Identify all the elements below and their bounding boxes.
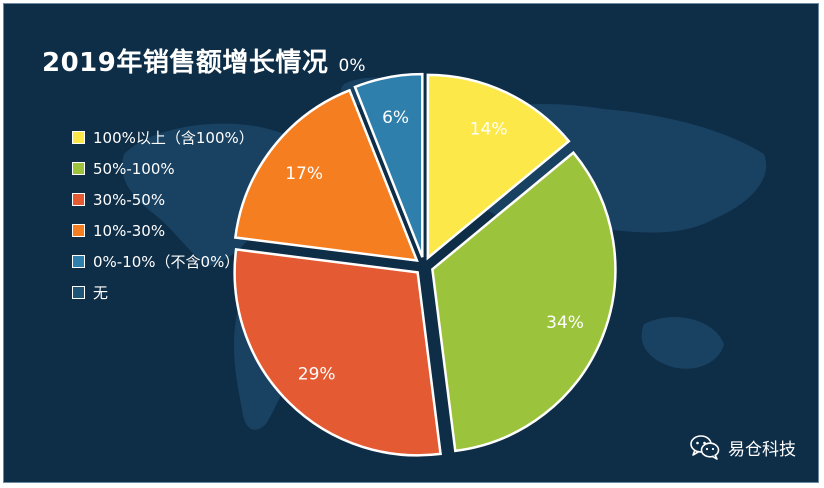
- legend-label: 无: [93, 284, 109, 302]
- legend-item: 0%-10%（不含0%）: [72, 246, 254, 277]
- legend-swatch: [72, 224, 85, 237]
- legend-swatch: [72, 286, 85, 299]
- legend-item: 50%-100%: [72, 153, 254, 184]
- pie-chart: 14% 34% 29% 17% 6% 0%: [233, 56, 617, 457]
- pie-slice: [431, 150, 617, 453]
- legend-swatch: [72, 193, 85, 206]
- legend-item: 无: [72, 277, 254, 308]
- legend-label: 100%以上（含100%）: [93, 129, 254, 147]
- legend-item: 30%-50%: [72, 184, 254, 215]
- data-label: 29%: [298, 364, 336, 384]
- watermark: 易仓科技: [690, 434, 796, 460]
- data-label: 17%: [285, 164, 323, 184]
- legend-swatch: [72, 131, 85, 144]
- legend-item: 10%-30%: [72, 215, 254, 246]
- legend-swatch: [72, 255, 85, 268]
- pie-slice: [426, 73, 571, 261]
- wechat-icon: [690, 435, 720, 460]
- data-label: 6%: [382, 108, 409, 128]
- chart-title: 2019年销售额增长情况: [42, 48, 329, 78]
- chart-frame: 2019年销售额增长情况 100%以上（含100%） 50%-100% 30%-50…: [3, 3, 819, 483]
- legend-label: 10%-30%: [93, 221, 166, 240]
- pie-slice: [233, 248, 442, 457]
- data-label: 34%: [546, 313, 584, 333]
- legend-swatch: [72, 162, 85, 175]
- legend-label: 50%-100%: [93, 159, 175, 178]
- data-label: 0%: [339, 56, 366, 76]
- watermark-text: 易仓科技: [728, 439, 796, 460]
- chart-legend: 100%以上（含100%） 50%-100% 30%-50% 10%-30% 0%-10…: [72, 122, 254, 308]
- legend-label: 30%-50%: [93, 190, 166, 209]
- legend-label: 0%-10%（不含0%）: [93, 253, 240, 271]
- data-label: 14%: [470, 120, 508, 140]
- legend-item: 100%以上（含100%）: [72, 122, 254, 153]
- pie-slice: [233, 88, 419, 262]
- pie-slice: [353, 72, 424, 258]
